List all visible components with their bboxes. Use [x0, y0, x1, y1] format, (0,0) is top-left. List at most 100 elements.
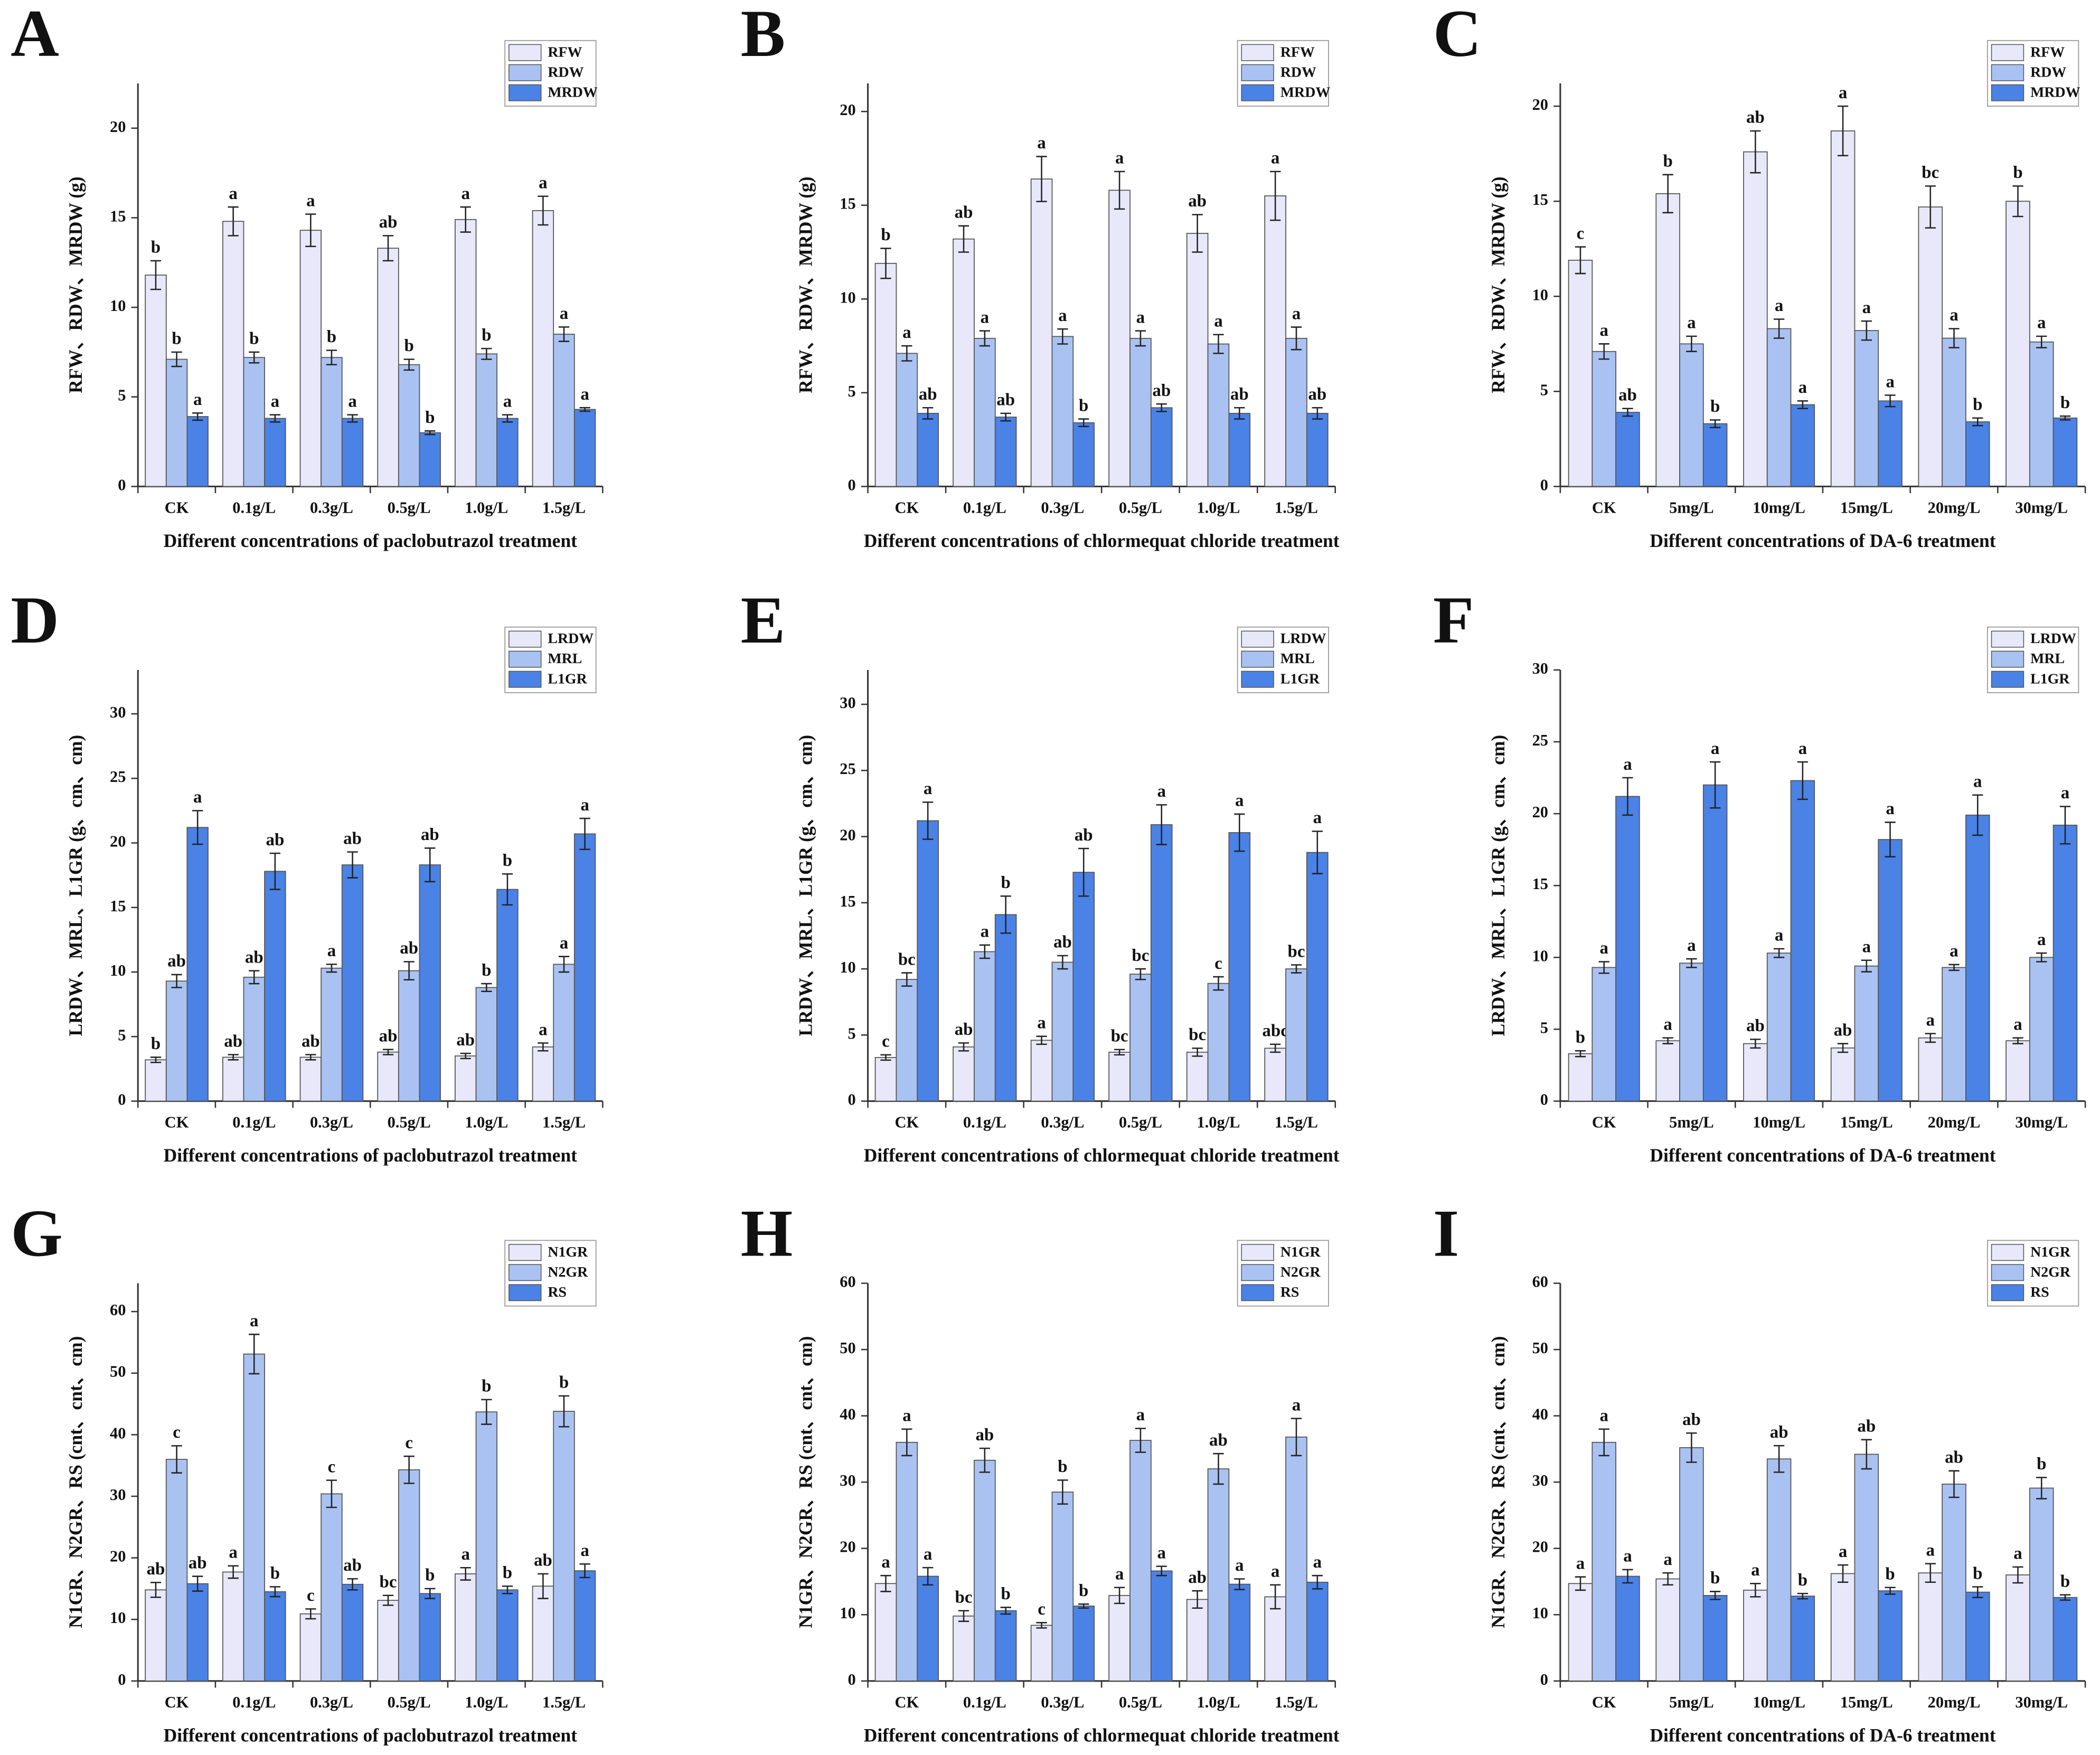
bar: [874, 1583, 897, 1682]
y-tick-label: 5: [1540, 1018, 1548, 1036]
y-tick-label: 50: [840, 1339, 855, 1357]
significance-letter: b: [482, 1377, 491, 1396]
significance-letter: ab: [996, 391, 1015, 410]
bar: [1108, 1594, 1131, 1682]
legend-label: LRDW: [1280, 630, 1326, 647]
bar: [264, 418, 286, 487]
y-tick-label: 15: [110, 897, 126, 915]
significance-letter: a: [193, 390, 202, 409]
bar: [1030, 1040, 1053, 1102]
y-tick-label: 15: [1532, 191, 1548, 209]
y-tick-label: 30: [840, 694, 855, 712]
significance-letter: a: [580, 385, 589, 404]
significance-letter: a: [2037, 930, 2046, 949]
bar: [1615, 412, 1640, 487]
bar: [1285, 968, 1307, 1102]
bar: [455, 219, 477, 487]
x-tick-label: CK: [895, 498, 919, 516]
x-tick-label: 0.5g/L: [1119, 498, 1162, 516]
significance-letter: ab: [379, 213, 398, 232]
significance-letter: b: [2037, 1455, 2046, 1474]
y-tick-label: 10: [840, 958, 855, 976]
y-tick-label: 20: [110, 118, 126, 136]
legend-label: RFW: [548, 44, 582, 60]
bar: [1854, 965, 1879, 1102]
bar: [165, 1459, 188, 1682]
legend-label: N1GR: [548, 1244, 588, 1260]
bar: [994, 914, 1017, 1102]
bar: [553, 334, 575, 487]
significance-letter: a: [1115, 1565, 1124, 1584]
legend-swatch: [508, 671, 542, 688]
bar: [1568, 1053, 1593, 1102]
bar: [455, 1573, 477, 1682]
bar: [953, 238, 975, 487]
bar: [1129, 337, 1152, 487]
bar: [1207, 983, 1230, 1102]
bar: [1702, 1594, 1728, 1682]
bar: [917, 820, 939, 1102]
significance-letter: bc: [898, 950, 916, 969]
bar: [1207, 343, 1230, 487]
y-axis-label: N1GR、N2GR、RS (cnt、cnt、cm): [65, 1336, 86, 1628]
significance-letter: a: [1214, 312, 1222, 331]
bar: [1150, 824, 1173, 1102]
bar: [974, 1459, 996, 1682]
bar: [1655, 193, 1680, 487]
significance-letter: b: [425, 1566, 435, 1585]
significance-letter: a: [1886, 799, 1894, 818]
y-tick-label: 20: [110, 1548, 126, 1565]
significance-letter: ab: [919, 385, 937, 404]
y-tick-label: 15: [1532, 875, 1548, 893]
legend-swatch: [1241, 44, 1274, 61]
significance-letter: b: [270, 1564, 280, 1583]
legend-label: LRDW: [2030, 630, 2076, 647]
y-tick-label: 30: [110, 1486, 126, 1504]
bar: [1743, 1589, 1768, 1682]
bar: [2029, 341, 2054, 487]
bar: [1108, 190, 1131, 487]
y-tick-label: 5: [118, 386, 126, 404]
significance-letter: bc: [1287, 942, 1305, 961]
significance-letter: a: [1926, 1011, 1935, 1030]
bar: [1129, 1440, 1152, 1682]
significance-letter: a: [461, 184, 469, 203]
y-tick-label: 30: [1532, 659, 1548, 677]
significance-letter: c: [1214, 954, 1222, 973]
x-tick-label: 10mg/L: [1753, 1114, 1805, 1131]
bar: [1264, 1048, 1286, 1102]
bar: [2005, 1040, 2030, 1102]
y-tick-label: 60: [840, 1272, 855, 1290]
significance-letter: ab: [1053, 933, 1072, 952]
bar: [573, 833, 596, 1102]
x-tick-label: CK: [165, 1114, 189, 1131]
bar: [264, 871, 286, 1102]
significance-letter: a: [306, 191, 315, 210]
legend-swatch: [1991, 84, 2024, 101]
bar: [1051, 961, 1074, 1102]
legend-label: RDW: [548, 64, 583, 80]
y-tick-label: 25: [110, 768, 126, 786]
bar: [1766, 952, 1792, 1102]
significance-letter: b: [1973, 395, 1982, 414]
bar: [917, 1575, 939, 1682]
bar: [1679, 343, 1704, 487]
bar: [1072, 872, 1095, 1102]
bar: [1655, 1040, 1680, 1102]
legend-swatch: [1241, 630, 1274, 648]
x-tick-label: 1.0g/L: [465, 1693, 508, 1711]
bar: [496, 889, 519, 1102]
bar: [1568, 1583, 1593, 1682]
legend-label: MRL: [1280, 650, 1315, 667]
x-tick-label: 5mg/L: [1669, 498, 1714, 516]
bar: [341, 864, 364, 1102]
legend-label: RFW: [2030, 44, 2065, 60]
significance-letter: a: [1271, 1562, 1279, 1581]
significance-letter: a: [1037, 1014, 1046, 1033]
bar: [1285, 1436, 1307, 1682]
significance-letter: c: [1038, 1600, 1046, 1619]
bar: [243, 976, 265, 1102]
significance-letter: b: [1058, 1457, 1067, 1476]
significance-letter: a: [1886, 372, 1894, 391]
bar: [1702, 423, 1728, 487]
